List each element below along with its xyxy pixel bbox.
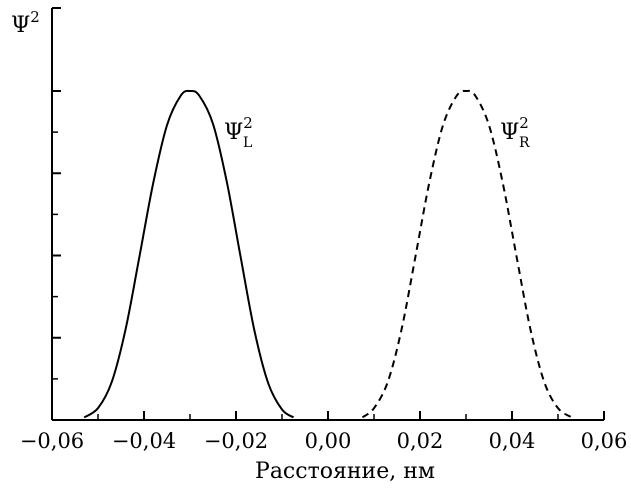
series-label-sub: L bbox=[243, 135, 252, 151]
axes bbox=[51, 8, 604, 421]
x-tick-label: 0,02 bbox=[397, 429, 444, 453]
series-label-sup: 2 bbox=[243, 114, 253, 132]
labels: Ψ2 Расстояние, нм Ψ2 L Ψ2 R bbox=[11, 8, 530, 484]
series-label-r: Ψ2 R bbox=[500, 114, 530, 151]
series-label-base: Ψ bbox=[500, 120, 519, 145]
x-tick-label: 0,00 bbox=[305, 429, 352, 453]
x-tick-label: 0,04 bbox=[489, 429, 536, 453]
ticks: −0,06 −0,04 −0,02 0,00 0,02 0,04 0,06 bbox=[20, 7, 628, 453]
y-axis-title: Ψ2 bbox=[11, 8, 40, 38]
x-axis-title: Расстояние, нм bbox=[255, 459, 435, 484]
x-tick-label: −0,06 bbox=[20, 429, 84, 453]
x-tick-label: −0,02 bbox=[204, 429, 268, 453]
y-axis-title-sup: 2 bbox=[30, 8, 40, 26]
y-axis-title-base: Ψ bbox=[11, 13, 30, 38]
series-label-sup: 2 bbox=[519, 114, 529, 132]
x-tick-label: −0,04 bbox=[112, 429, 176, 453]
series-line-l bbox=[83, 89, 295, 419]
series-label-base: Ψ bbox=[224, 120, 243, 145]
series-line-r bbox=[361, 89, 573, 419]
series-label-l: Ψ2 L bbox=[224, 114, 253, 151]
series-label-sub: R bbox=[519, 135, 530, 151]
x-tick-label: 0,06 bbox=[581, 429, 628, 453]
series-layer bbox=[83, 89, 573, 419]
